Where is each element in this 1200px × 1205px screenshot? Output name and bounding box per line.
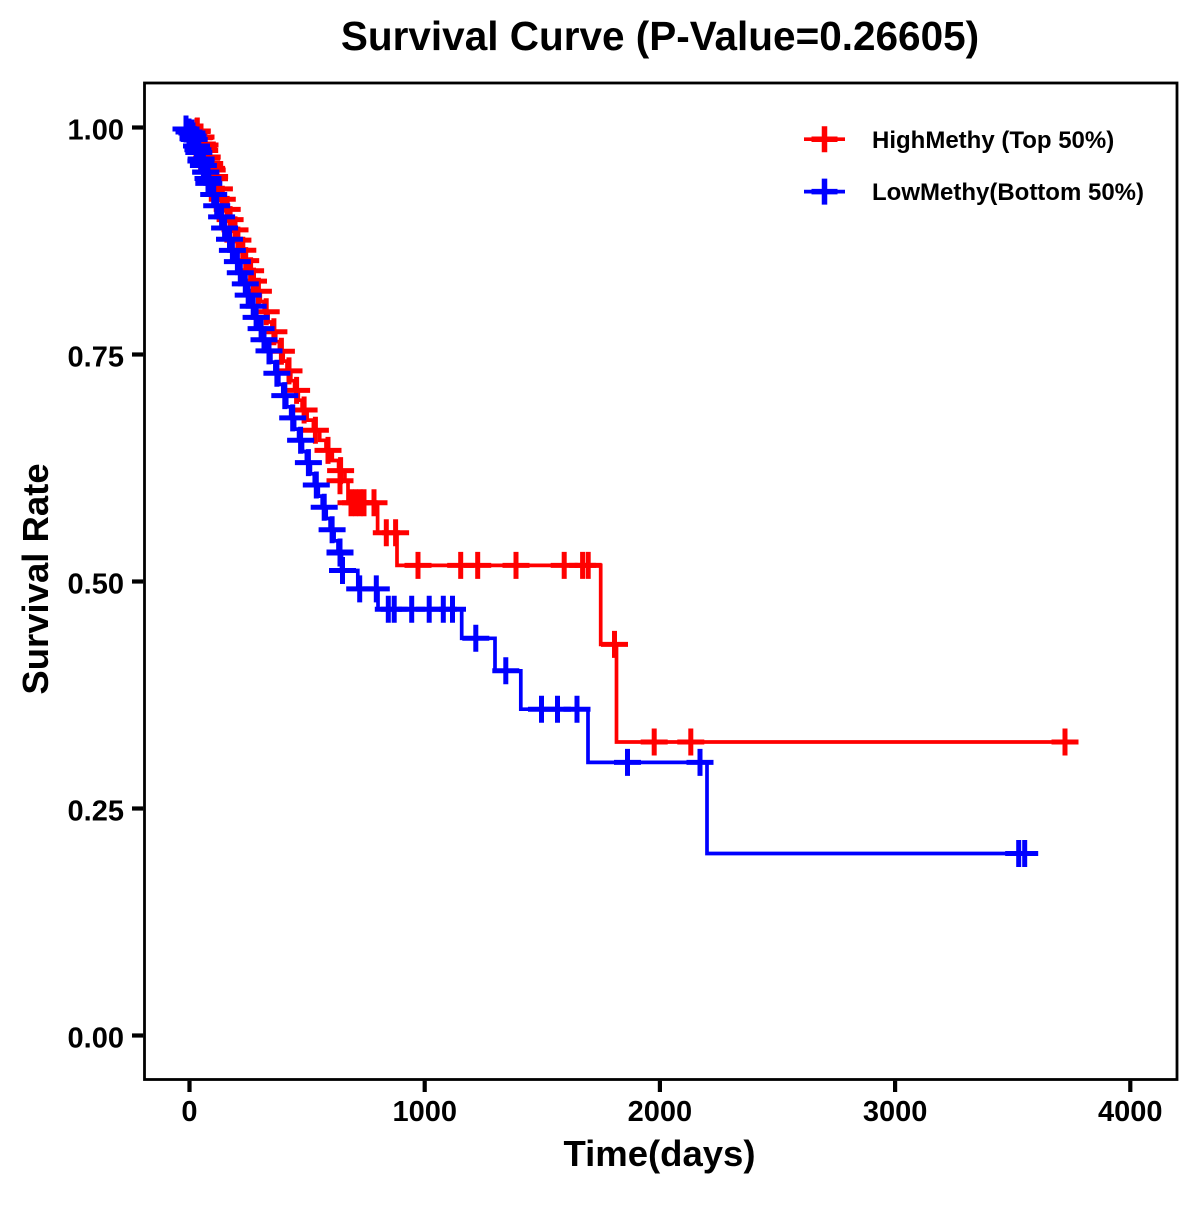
svg-text:Survival Curve (P-Value=0.2660: Survival Curve (P-Value=0.26605) (341, 13, 979, 59)
svg-text:Survival Rate: Survival Rate (15, 463, 56, 694)
svg-text:HighMethy (Top 50%): HighMethy (Top 50%) (872, 127, 1114, 154)
svg-text:2000: 2000 (628, 1096, 693, 1128)
svg-text:Time(days): Time(days) (563, 1133, 755, 1174)
svg-text:3000: 3000 (863, 1096, 928, 1128)
svg-text:LowMethy(Bottom 50%): LowMethy(Bottom 50%) (872, 179, 1144, 206)
svg-text:1.00: 1.00 (68, 115, 124, 147)
svg-text:0.50: 0.50 (68, 569, 124, 601)
svg-text:0.25: 0.25 (68, 796, 124, 828)
svg-text:0.00: 0.00 (68, 1023, 124, 1055)
svg-text:0: 0 (181, 1096, 197, 1128)
svg-text:1000: 1000 (392, 1096, 457, 1128)
svg-text:0.75: 0.75 (68, 342, 124, 374)
svg-text:4000: 4000 (1098, 1096, 1163, 1128)
